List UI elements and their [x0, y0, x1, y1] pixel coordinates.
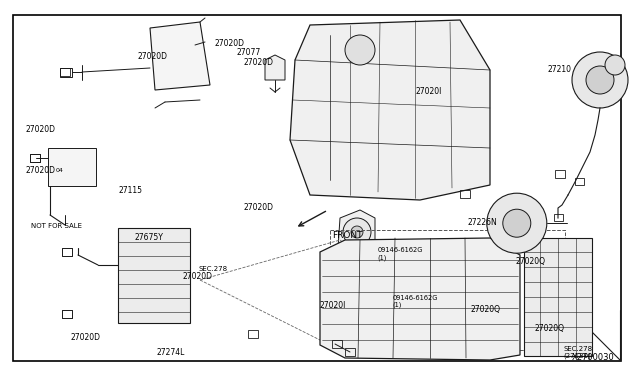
Bar: [62, 248, 72, 256]
Text: 27077: 27077: [237, 48, 261, 57]
Bar: [60, 68, 70, 76]
Bar: [30, 154, 40, 162]
Text: X2700030: X2700030: [572, 353, 615, 362]
Polygon shape: [320, 238, 520, 360]
Text: FRONT: FRONT: [332, 231, 362, 240]
Bar: [555, 170, 565, 178]
Polygon shape: [150, 22, 210, 90]
Circle shape: [503, 209, 531, 237]
Text: 27226N: 27226N: [467, 218, 497, 227]
Bar: [554, 214, 563, 221]
Bar: [248, 330, 258, 338]
Text: 27020D: 27020D: [70, 333, 100, 342]
Circle shape: [351, 226, 363, 238]
Bar: [62, 248, 72, 256]
Text: 27020D: 27020D: [26, 166, 56, 174]
Bar: [62, 310, 72, 318]
Circle shape: [586, 66, 614, 94]
Text: 27020Q: 27020Q: [534, 324, 564, 333]
Circle shape: [343, 218, 371, 246]
Text: 09146-6162G
(1): 09146-6162G (1): [392, 295, 438, 308]
Circle shape: [345, 35, 375, 65]
Text: NOT FOR SALE: NOT FOR SALE: [31, 223, 82, 229]
Bar: [330, 230, 565, 350]
Text: 09146-6162G
(1): 09146-6162G (1): [378, 247, 423, 261]
Polygon shape: [265, 55, 285, 80]
Bar: [460, 190, 470, 198]
Text: SEC.278
(27130): SEC.278 (27130): [563, 346, 593, 359]
Text: 27020D: 27020D: [26, 125, 56, 134]
Bar: [345, 348, 355, 356]
Text: 27020I: 27020I: [320, 301, 346, 310]
Text: 27020D: 27020D: [138, 52, 168, 61]
Text: 27115: 27115: [118, 186, 143, 195]
Text: 27020D: 27020D: [214, 39, 244, 48]
Polygon shape: [290, 20, 490, 200]
Bar: [118, 228, 190, 323]
Bar: [332, 340, 342, 348]
Text: 27210: 27210: [547, 65, 572, 74]
Text: 27020Q: 27020Q: [470, 305, 500, 314]
Text: SEC.278: SEC.278: [198, 266, 228, 272]
Text: 27020Q: 27020Q: [515, 257, 545, 266]
Text: 27274L: 27274L: [157, 348, 185, 357]
Text: 27020D: 27020D: [243, 58, 273, 67]
Polygon shape: [338, 210, 375, 255]
Bar: [62, 310, 72, 318]
Text: 04: 04: [56, 167, 64, 173]
Text: 27020D: 27020D: [243, 203, 273, 212]
Bar: [524, 238, 592, 356]
Bar: [30, 154, 40, 162]
Bar: [60, 68, 72, 77]
Circle shape: [572, 52, 628, 108]
Circle shape: [487, 193, 547, 253]
Bar: [575, 178, 584, 185]
Text: 27675Y: 27675Y: [134, 232, 163, 241]
Bar: [48, 148, 96, 186]
Text: 27020I: 27020I: [416, 87, 442, 96]
Circle shape: [605, 55, 625, 75]
Text: 27020D: 27020D: [182, 272, 212, 280]
